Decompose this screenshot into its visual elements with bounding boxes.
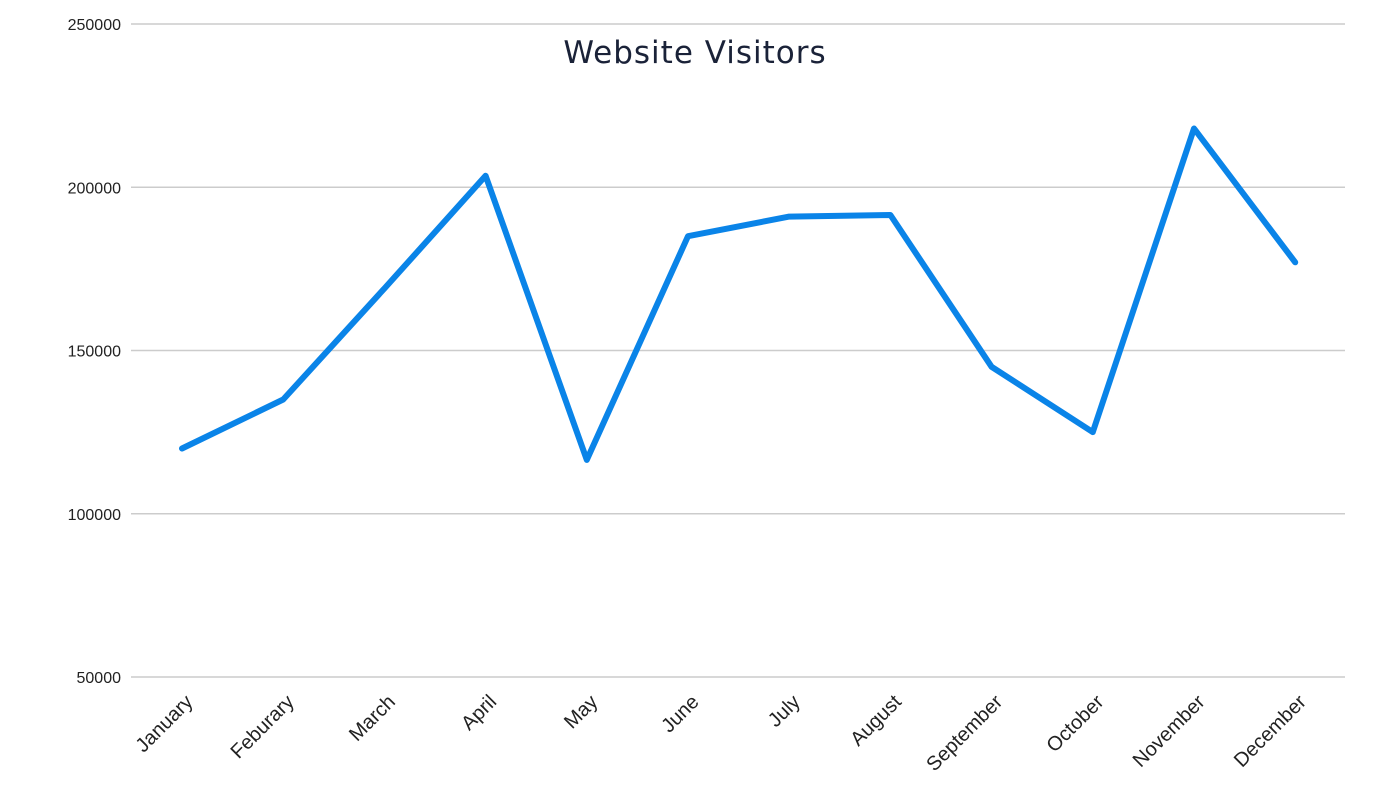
data-point [887, 212, 893, 218]
x-tick-label: August [846, 691, 906, 751]
x-tick-label: April [457, 691, 501, 735]
y-tick-label: 50000 [77, 670, 122, 687]
y-tick-label: 100000 [68, 507, 121, 524]
y-axis-ticks: 250000 200000 150000 100000 50000 [68, 17, 121, 687]
chart-title: Website Visitors [563, 35, 826, 71]
y-tick-label: 200000 [68, 180, 121, 197]
data-point [280, 396, 286, 402]
y-tick-label: 250000 [68, 17, 121, 34]
data-point [179, 445, 185, 451]
x-tick-label: December [1230, 691, 1311, 772]
gridlines [131, 23, 1345, 678]
x-tick-label: March [345, 691, 400, 746]
data-point [989, 364, 995, 370]
series-layer [179, 125, 1299, 463]
data-point [381, 285, 387, 291]
data-point [483, 173, 489, 179]
data-point [786, 214, 792, 220]
x-tick-label: November [1129, 691, 1210, 772]
x-tick-label: July [764, 691, 805, 732]
y-tick-label: 150000 [68, 344, 121, 361]
x-tick-label: June [657, 691, 703, 737]
data-point [1191, 125, 1197, 131]
x-axis-ticks: January Feburary March April May June July Augu… [132, 691, 1311, 776]
series-line [179, 125, 1299, 463]
x-tick-label: Feburary [227, 691, 299, 763]
x-tick-label: September [922, 691, 1007, 776]
data-point [584, 457, 590, 463]
x-tick-label: January [132, 691, 198, 757]
x-tick-label: May [560, 691, 602, 733]
x-tick-label: October [1042, 691, 1108, 757]
data-point [685, 233, 691, 239]
data-point [1292, 259, 1298, 265]
data-point [1090, 429, 1096, 435]
